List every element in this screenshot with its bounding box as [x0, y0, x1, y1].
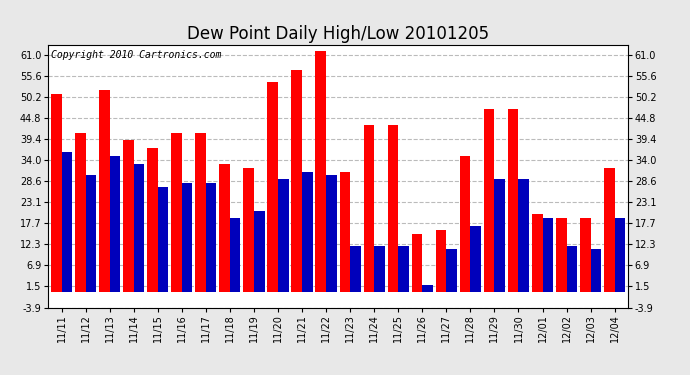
Bar [268, 82, 278, 292]
Bar [254, 210, 264, 292]
Bar [422, 285, 433, 292]
Bar [75, 133, 86, 292]
Bar [99, 90, 110, 292]
Bar [244, 168, 254, 292]
Bar [495, 179, 505, 292]
Bar [326, 176, 337, 292]
Bar [566, 246, 577, 292]
Bar [291, 70, 302, 292]
Bar [86, 176, 96, 292]
Bar [61, 152, 72, 292]
Bar [51, 94, 61, 292]
Bar [315, 51, 326, 292]
Bar [374, 246, 385, 292]
Bar [219, 164, 230, 292]
Bar [195, 133, 206, 292]
Bar [206, 183, 217, 292]
Bar [604, 168, 615, 292]
Bar [110, 156, 120, 292]
Bar [364, 125, 374, 292]
Bar [518, 179, 529, 292]
Title: Dew Point Daily High/Low 20101205: Dew Point Daily High/Low 20101205 [187, 26, 489, 44]
Bar [147, 148, 158, 292]
Bar [339, 172, 350, 292]
Bar [446, 249, 457, 292]
Bar [615, 218, 625, 292]
Bar [484, 109, 495, 292]
Bar [134, 164, 144, 292]
Bar [123, 140, 134, 292]
Bar [350, 246, 361, 292]
Bar [230, 218, 240, 292]
Bar [436, 230, 446, 292]
Bar [591, 249, 601, 292]
Bar [556, 218, 566, 292]
Bar [412, 234, 422, 292]
Bar [171, 133, 181, 292]
Bar [460, 156, 471, 292]
Bar [388, 125, 398, 292]
Bar [398, 246, 408, 292]
Bar [532, 214, 542, 292]
Bar [508, 109, 518, 292]
Bar [471, 226, 481, 292]
Bar [158, 187, 168, 292]
Bar [181, 183, 193, 292]
Bar [302, 172, 313, 292]
Bar [580, 218, 591, 292]
Text: Copyright 2010 Cartronics.com: Copyright 2010 Cartronics.com [51, 50, 221, 60]
Bar [542, 218, 553, 292]
Bar [278, 179, 288, 292]
